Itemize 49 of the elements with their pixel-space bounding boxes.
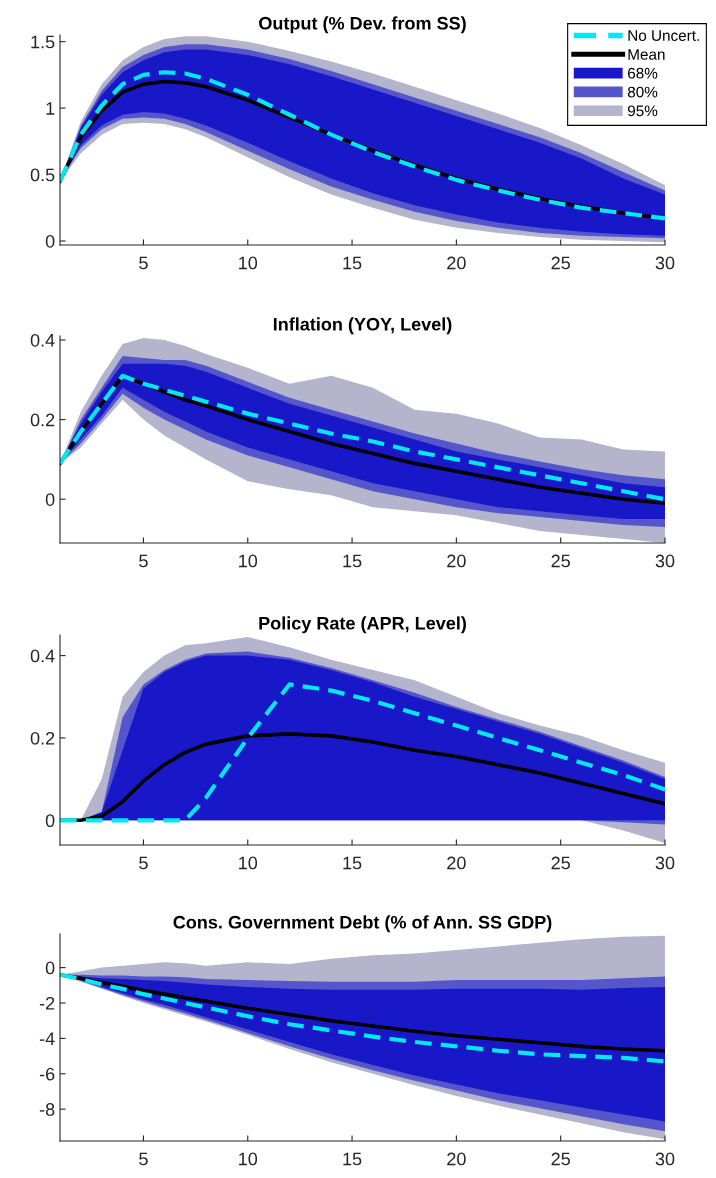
- y-tick-label: 0: [45, 493, 55, 506]
- y-tick-label: -8: [39, 1103, 55, 1116]
- x-tick-label: 30: [655, 1152, 675, 1166]
- chart-title: Inflation (YOY, Level): [273, 317, 452, 335]
- x-tick-label: 20: [447, 256, 466, 270]
- y-tick-label: 0.4: [30, 649, 55, 663]
- y-tick-label: 0.5: [30, 168, 55, 182]
- legend-label: 95%: [627, 105, 658, 117]
- y-tick-label: -4: [39, 1032, 55, 1045]
- x-tick-label: 5: [139, 554, 148, 568]
- x-tick-label: 10: [239, 554, 258, 568]
- x-tick-label: 30: [655, 256, 675, 270]
- line-series: [60, 682, 665, 823]
- y-tick-label: -6: [39, 1067, 55, 1081]
- chart-title: Cons. Government Debt (% of Ann. SS GDP): [173, 915, 552, 933]
- chart-title: Output (% Dev. from SS): [259, 16, 466, 34]
- x-tick-label: 25: [551, 256, 570, 270]
- x-tick-label: 20: [447, 856, 466, 870]
- legend-label: 80%: [627, 86, 658, 98]
- y-tick-label: -2: [39, 996, 55, 1010]
- x-tick-label: 30: [655, 856, 675, 870]
- y-tick-label: 0.4: [30, 333, 55, 347]
- y-tick-label: 1: [46, 102, 55, 115]
- x-tick-label: 15: [343, 856, 362, 870]
- x-tick-label: 10: [239, 1152, 258, 1166]
- x-tick-label: 5: [139, 256, 148, 270]
- legend-label: No Uncert.: [628, 30, 699, 41]
- chart-title: Policy Rate (APR, Level): [259, 616, 466, 634]
- x-tick-label: 25: [551, 554, 570, 568]
- x-tick-label: 20: [447, 1152, 466, 1166]
- x-tick-label: 15: [343, 256, 362, 270]
- y-tick-label: 0.2: [30, 413, 55, 427]
- x-tick-label: 10: [239, 256, 258, 270]
- x-tick-label: 5: [139, 1152, 148, 1166]
- x-tick-label: 25: [551, 1152, 570, 1166]
- x-tick-label: 20: [447, 554, 466, 568]
- x-tick-label: 15: [343, 554, 362, 568]
- x-tick-label: 5: [139, 856, 148, 870]
- x-tick-label: 30: [655, 554, 675, 568]
- x-tick-label: 25: [551, 856, 570, 870]
- x-tick-label: 10: [239, 856, 258, 870]
- y-tick-label: 1.5: [31, 35, 55, 49]
- y-tick-label: 0: [45, 814, 55, 828]
- y-tick-label: 0: [45, 234, 55, 248]
- x-tick-label: 15: [343, 1152, 362, 1166]
- legend-label: Mean: [628, 49, 665, 60]
- legend-label: 68%: [628, 67, 658, 79]
- y-tick-label: 0.2: [30, 731, 55, 745]
- y-tick-label: 0: [45, 961, 55, 975]
